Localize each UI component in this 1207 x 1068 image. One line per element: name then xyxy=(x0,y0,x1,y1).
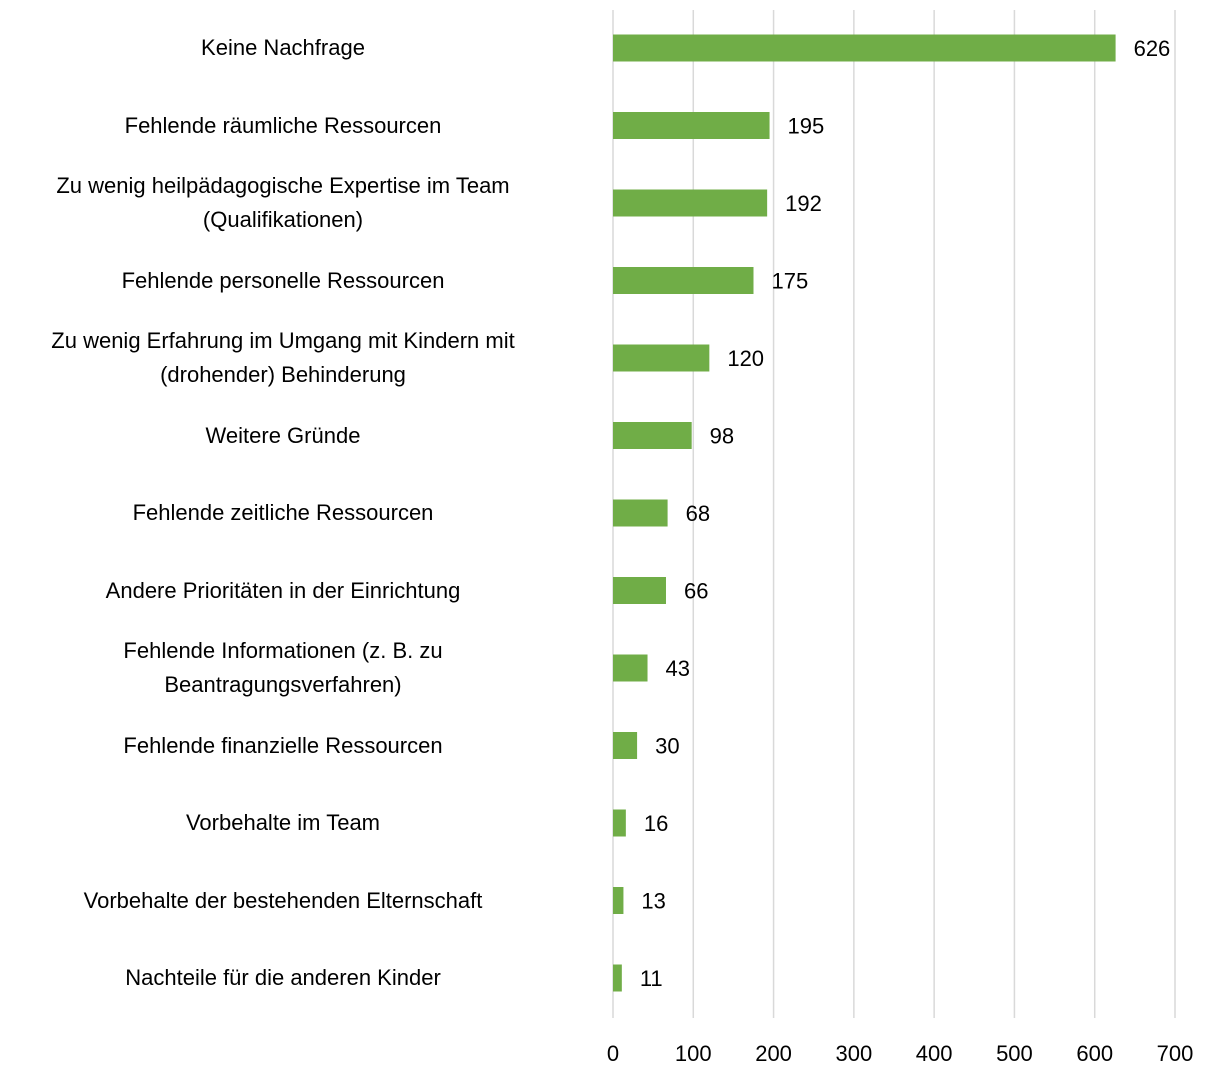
x-tick-label: 400 xyxy=(916,1041,953,1066)
data-label: 98 xyxy=(710,423,734,448)
data-label: 11 xyxy=(640,966,663,991)
x-tick-label: 300 xyxy=(835,1041,872,1066)
bar xyxy=(613,964,622,992)
x-tick-label: 100 xyxy=(675,1041,712,1066)
category-label: Fehlende personelle Ressourcen xyxy=(121,267,445,293)
bar xyxy=(613,112,770,139)
data-label: 120 xyxy=(727,346,764,371)
category-label: Vorbehalte der bestehenden Elternschaft xyxy=(83,887,483,913)
category-label: Fehlende finanzielle Ressourcen xyxy=(123,732,443,758)
bar xyxy=(613,344,710,372)
bar xyxy=(613,577,666,604)
data-label: 68 xyxy=(686,501,710,526)
x-tick-label: 0 xyxy=(607,1041,619,1066)
bar xyxy=(613,189,768,217)
bar xyxy=(613,267,754,294)
data-label: 175 xyxy=(772,268,809,293)
data-label: 30 xyxy=(655,733,679,758)
data-label: 195 xyxy=(788,113,825,138)
x-tick-label: 600 xyxy=(1076,1041,1113,1066)
x-tick-label: 500 xyxy=(996,1041,1033,1066)
category-label: Zu wenig heilpädagogische Expertise im T… xyxy=(56,173,510,232)
category-label: Fehlende räumliche Ressourcen xyxy=(124,112,442,138)
x-tick-label: 200 xyxy=(755,1041,792,1066)
bar xyxy=(613,654,648,682)
data-label: 626 xyxy=(1134,36,1171,61)
category-label: Zu wenig Erfahrung im Umgang mit Kindern… xyxy=(51,328,515,387)
bar xyxy=(613,34,1116,62)
data-label: 66 xyxy=(684,578,708,603)
x-tick-label: 700 xyxy=(1157,1041,1194,1066)
data-label: 43 xyxy=(666,656,690,681)
bar xyxy=(613,887,624,914)
bar xyxy=(613,809,626,837)
category-label: Vorbehalte im Team xyxy=(185,810,381,835)
category-label: Andere Prioritäten in der Einrichtung xyxy=(105,577,461,603)
bar xyxy=(613,422,692,449)
data-label: 192 xyxy=(785,191,822,216)
category-label: Keine Nachfrage xyxy=(201,35,365,60)
category-label: Fehlende Informationen (z. B. zu Beantra… xyxy=(123,638,443,697)
category-label: Fehlende zeitliche Ressourcen xyxy=(132,500,434,525)
data-label: 13 xyxy=(641,888,665,913)
category-label: Weitere Gründe xyxy=(205,422,361,448)
category-label: Nachteile für die anderen Kinder xyxy=(125,965,441,990)
bar xyxy=(613,499,668,527)
data-label: 16 xyxy=(644,811,668,836)
bar xyxy=(613,732,638,759)
